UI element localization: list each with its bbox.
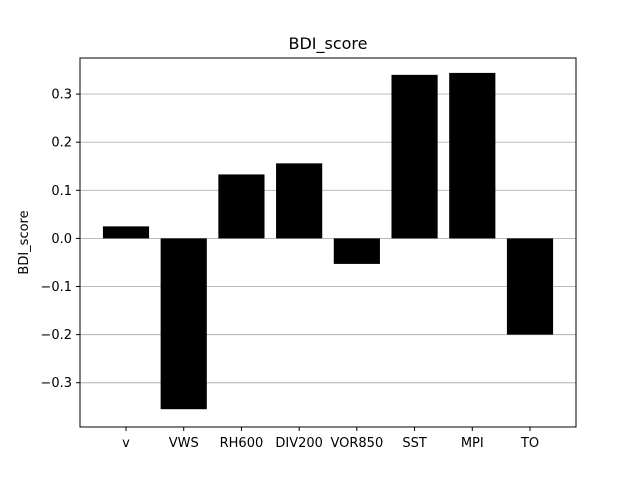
chart-title: BDI_score — [288, 34, 367, 54]
y-axis-label: BDI_score — [17, 210, 32, 274]
bar-to — [506, 238, 554, 335]
bar-v — [102, 226, 150, 239]
y-tick-label: 0.3 — [51, 88, 72, 103]
bar-vor850 — [333, 238, 380, 264]
x-tick-label: VOR850 — [330, 436, 383, 451]
bar-div200 — [276, 163, 323, 239]
x-tick-label: VWS — [169, 436, 199, 451]
y-tick-label: −0.3 — [40, 376, 72, 391]
y-tick-label: −0.1 — [40, 280, 72, 295]
x-tick-label: v — [122, 436, 130, 451]
x-tick-label: TO — [520, 436, 539, 451]
grid-lines — [80, 93, 576, 384]
y-tick-label: 0.0 — [51, 232, 72, 247]
x-axis-ticks: v VWS RH600 DIV200 VOR850 SST MPI TO — [122, 427, 539, 451]
bar-sst — [391, 74, 438, 239]
x-tick-label: DIV200 — [275, 436, 323, 451]
bar-rh600 — [218, 174, 265, 239]
x-tick-label: MPI — [461, 436, 484, 451]
y-axis-ticks: −0.3 −0.2 −0.1 0.0 0.1 0.2 0.3 — [40, 88, 80, 391]
y-tick-label: 0.1 — [51, 184, 72, 199]
bars — [102, 72, 554, 410]
bar-mpi — [449, 72, 496, 239]
y-tick-label: −0.2 — [40, 328, 72, 343]
x-tick-label: SST — [402, 436, 427, 451]
bar-vws — [160, 238, 207, 410]
y-tick-label: 0.2 — [51, 136, 72, 151]
plot-frame — [79, 57, 577, 428]
x-tick-label: RH600 — [220, 436, 264, 451]
